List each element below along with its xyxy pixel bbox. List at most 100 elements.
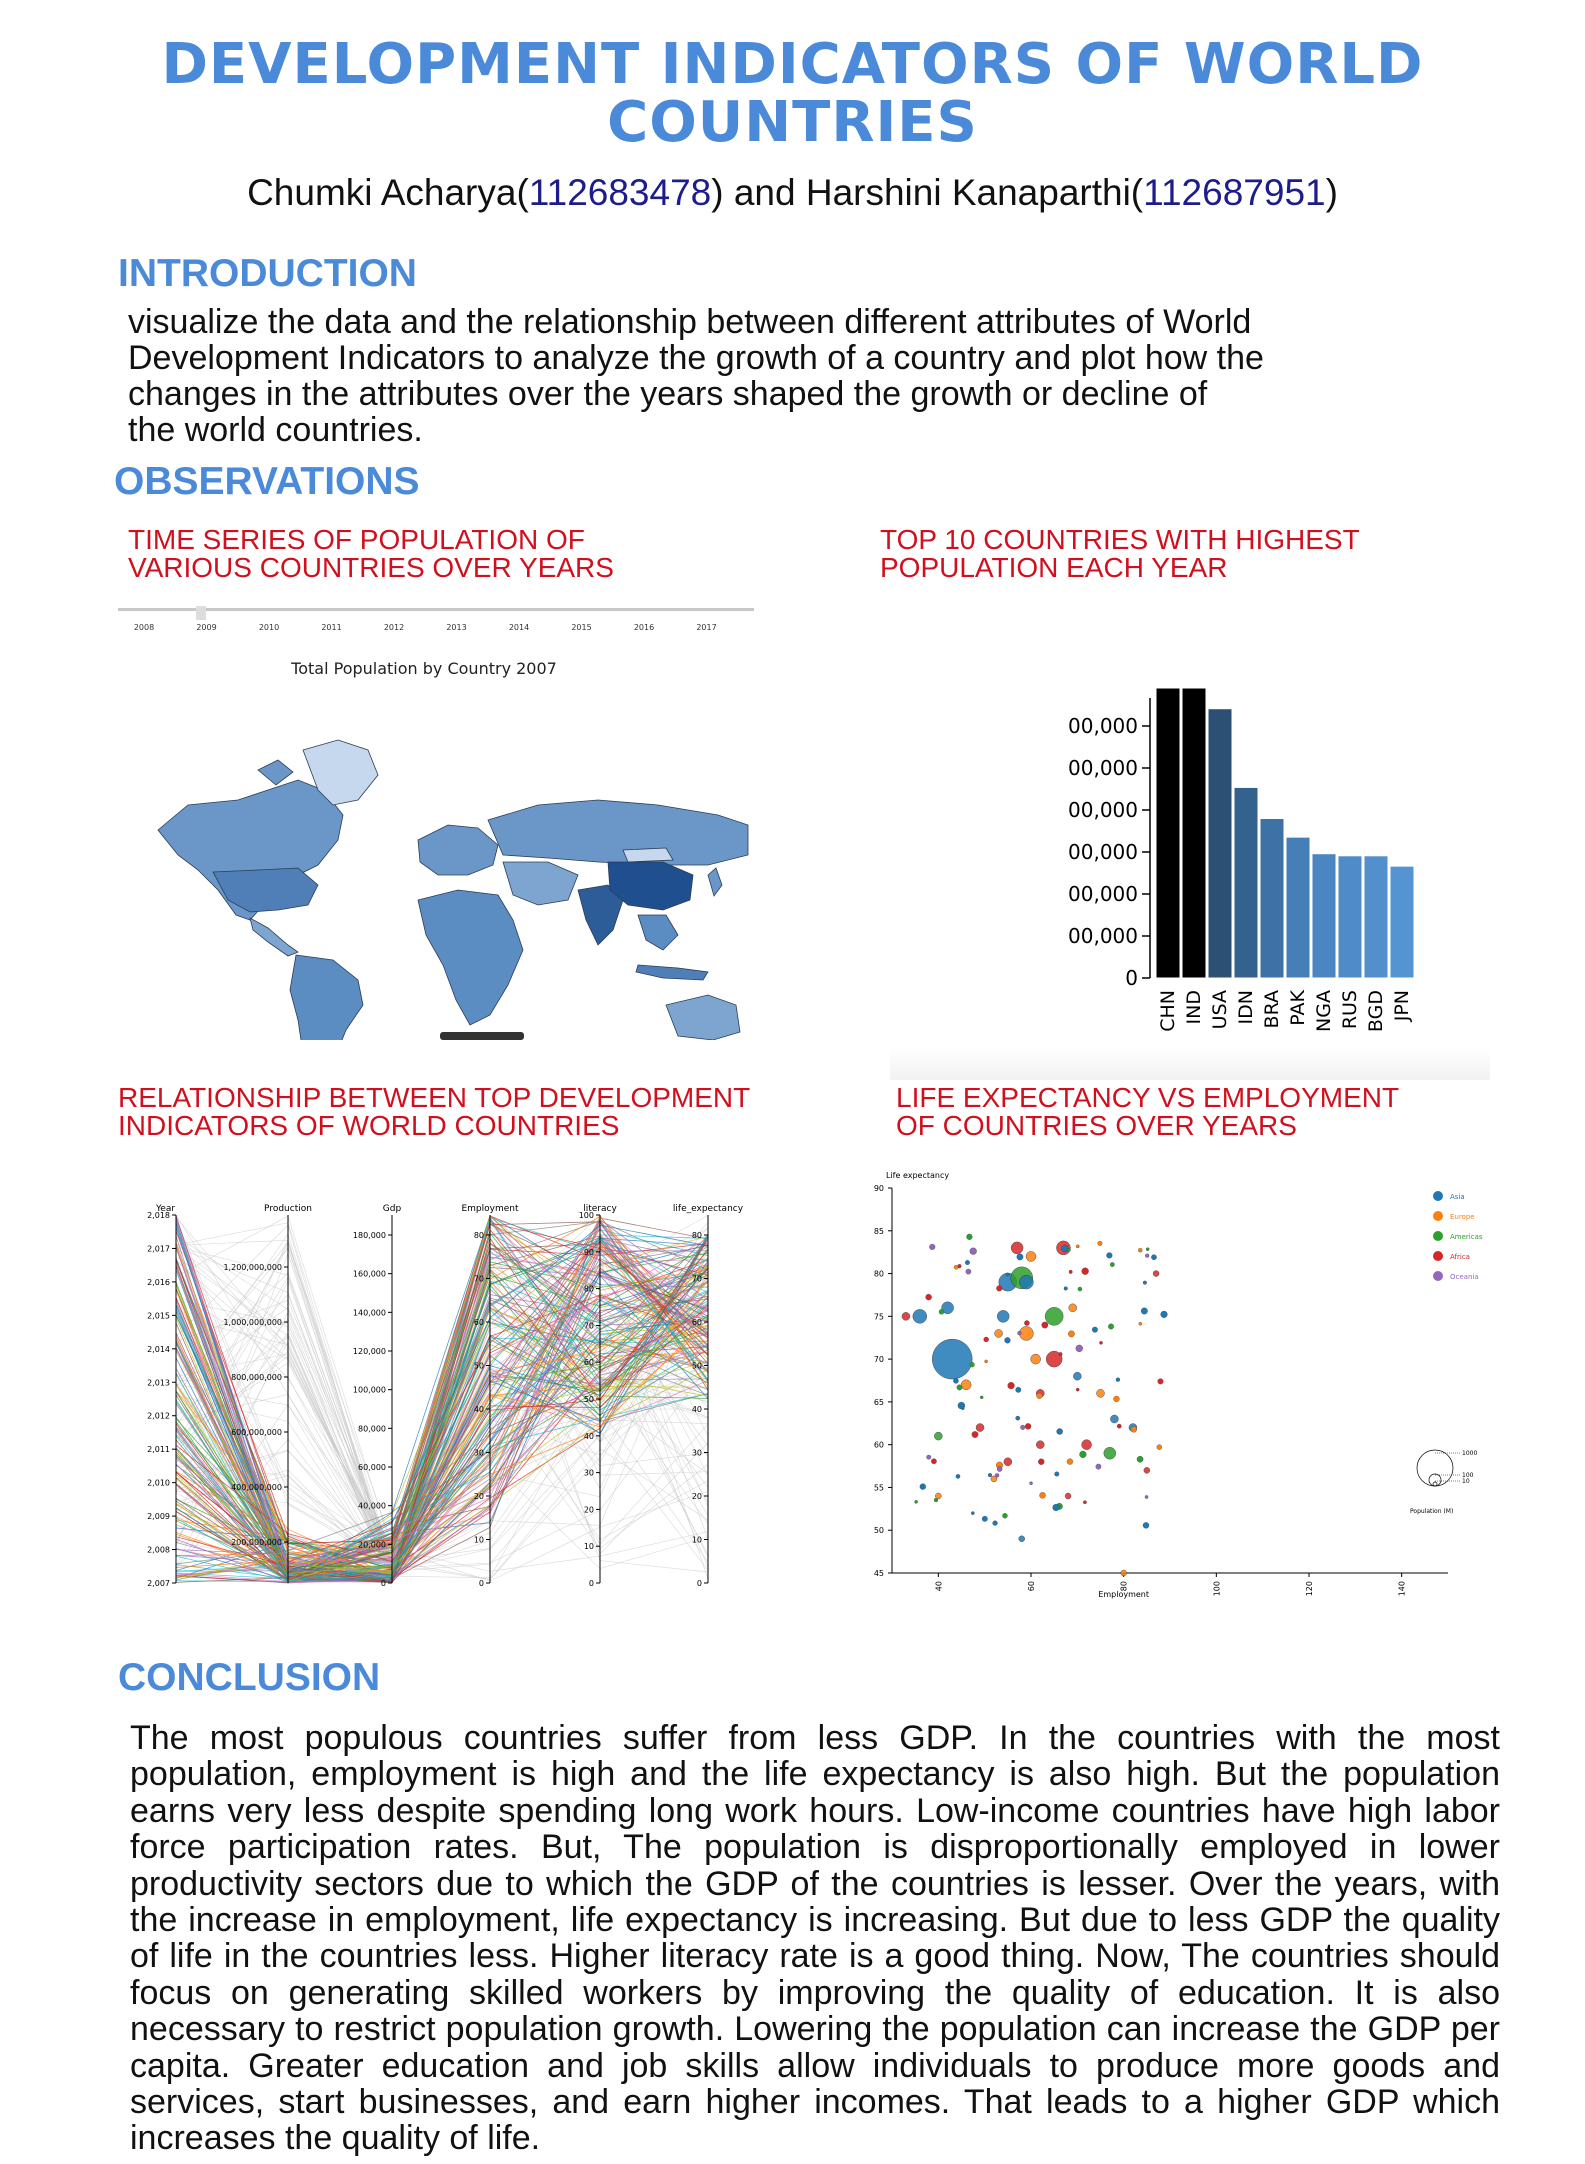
pc-country-line xyxy=(175,1237,709,1583)
scatter-point xyxy=(914,1500,918,1504)
map-southeast-asia[interactable] xyxy=(637,914,679,951)
authors: Chumki Acharya(112683478) and Harshini K… xyxy=(0,172,1585,214)
map-usa[interactable] xyxy=(212,867,319,913)
scatter-point xyxy=(933,1497,939,1503)
author-end: ) xyxy=(1325,172,1338,213)
scatter-point xyxy=(1138,1248,1143,1253)
bar-y-tick-label: 0 xyxy=(1125,966,1138,990)
map-india[interactable] xyxy=(577,884,624,946)
map-australia[interactable] xyxy=(665,994,741,1041)
scatter-y-tick-label: 60 xyxy=(874,1441,884,1450)
pc-country-line xyxy=(175,1223,709,1580)
map-north-america[interactable] xyxy=(157,779,344,921)
scatter-point xyxy=(996,1466,1003,1472)
scatter-point xyxy=(1024,1423,1032,1430)
pc-axis-label: literacy xyxy=(583,1204,617,1214)
bar-bgd xyxy=(1363,855,1389,979)
map-russia[interactable] xyxy=(487,799,749,866)
scatter-point xyxy=(960,1379,972,1391)
pc-background-line xyxy=(175,1215,709,1582)
intro-line: changes in the attributes over the years… xyxy=(128,375,1208,413)
map-japan[interactable] xyxy=(707,867,723,897)
introduction-heading: INTRODUCTION xyxy=(118,252,417,295)
scatter-point xyxy=(1004,1337,1011,1344)
scatter-point xyxy=(983,1336,989,1343)
scatter-point xyxy=(957,1401,966,1410)
scatter-point xyxy=(1103,1446,1117,1460)
year-tick-label: 2015 xyxy=(571,623,591,632)
caption-line: LIFE EXPECTANCY VS EMPLOYMENT xyxy=(896,1082,1400,1113)
map-china[interactable] xyxy=(607,861,694,911)
figure-3-caption: RELATIONSHIP BETWEEN TOP DEVELOPMENT IND… xyxy=(118,1084,750,1140)
scatter-point xyxy=(996,1285,1003,1292)
map-middle-east[interactable] xyxy=(502,861,579,906)
pc-country-line xyxy=(175,1215,709,1576)
pc-tick-label: 1,000,000,000 xyxy=(223,1318,282,1327)
map-canada-islands[interactable] xyxy=(257,759,294,786)
scatter-point xyxy=(969,1362,975,1368)
scatter-point xyxy=(1054,1471,1060,1477)
map-africa[interactable] xyxy=(417,889,524,1026)
scatter-y-tick-label: 75 xyxy=(874,1312,884,1321)
scatter-point xyxy=(925,1293,932,1301)
scatter-point xyxy=(1099,1341,1103,1345)
scatter-point xyxy=(1079,1450,1087,1458)
poster-title: DEVELOPMENT INDICATORS OF WORLD COUNTRIE… xyxy=(0,36,1585,152)
pc-axis-label: Gdp xyxy=(383,1204,402,1214)
map-south-america[interactable] xyxy=(289,954,364,1101)
scatter-point xyxy=(1005,1272,1010,1277)
scatter-point xyxy=(1015,1415,1021,1421)
observations-heading: OBSERVATIONS xyxy=(114,460,420,503)
pc-tick-label: 0 xyxy=(589,1579,594,1588)
bar-x-tick-label: BRA xyxy=(1261,990,1283,1028)
scatter-point xyxy=(1018,1535,1025,1543)
pc-tick-label: 180,000 xyxy=(353,1231,386,1240)
map-europe[interactable] xyxy=(417,824,499,876)
scatter-legend-swatch xyxy=(1433,1231,1443,1241)
map-central-america[interactable] xyxy=(249,917,299,957)
pc-tick-label: 2,011 xyxy=(147,1445,170,1454)
pc-country-line xyxy=(175,1248,709,1563)
scatter-point xyxy=(941,1301,954,1315)
bar-bra xyxy=(1259,818,1285,979)
map-greenland[interactable] xyxy=(302,739,379,806)
scatter-point xyxy=(990,1475,998,1483)
pc-tick-label: 20 xyxy=(474,1492,484,1501)
map-mongolia[interactable] xyxy=(622,847,674,863)
figure-1-caption: TIME SERIES OF POPULATION OF VARIOUS COU… xyxy=(128,526,614,582)
intro-line: Development Indicators to analyze the gr… xyxy=(128,339,1264,377)
pc-tick-label: 80,000 xyxy=(358,1424,386,1433)
intro-line: the world countries. xyxy=(128,411,423,449)
scatter-point xyxy=(1016,1253,1024,1261)
parallel-coordinates-figure: Year 2,018 2,017 2,016 2,015 2,014 2,013 2,012 2… xyxy=(140,1195,760,1605)
caption-line: TIME SERIES OF POPULATION OF xyxy=(128,524,585,555)
scatter-point xyxy=(1075,1387,1080,1392)
author-2-id: 112687951 xyxy=(1143,172,1326,213)
scatter-point xyxy=(1145,1253,1150,1258)
year-slider-handle[interactable] xyxy=(196,606,206,620)
bar-y-tick-label: 00,000 xyxy=(1068,756,1138,780)
scatter-point xyxy=(1096,1389,1105,1398)
year-tick-label: 2017 xyxy=(696,623,716,632)
life-expectancy-scatter: Life expectancy Employment 45 50 55 60 65 70 75 8… xyxy=(874,1171,1483,1599)
bar-x-tick-label: RUS xyxy=(1339,990,1361,1029)
figure-2-caption: TOP 10 COUNTRIES WITH HIGHEST POPULATION… xyxy=(880,526,1360,582)
scatter-x-tick-label: 80 xyxy=(1120,1581,1129,1591)
scatter-point xyxy=(1038,1458,1045,1465)
scatter-y-tick-label: 90 xyxy=(874,1184,884,1193)
year-tick-label: 2014 xyxy=(509,623,529,632)
pc-country-line xyxy=(175,1315,709,1568)
caption-line: RELATIONSHIP BETWEEN TOP DEVELOPMENT xyxy=(118,1082,751,1113)
size-legend-title: Population (M) xyxy=(1410,1508,1453,1515)
scatter-point xyxy=(1115,1377,1121,1382)
scatter-point xyxy=(1136,1455,1144,1463)
scatter-y-tick-label: 85 xyxy=(874,1227,884,1236)
year-slider-track[interactable] xyxy=(118,608,754,611)
pc-country-line xyxy=(175,1232,709,1575)
scatter-point xyxy=(935,1492,942,1500)
map-indonesia[interactable] xyxy=(635,964,709,981)
scatter-point xyxy=(1075,1244,1080,1249)
bar-x-tick-label: PAK xyxy=(1287,989,1309,1025)
pc-country-line xyxy=(175,1333,709,1570)
bar-x-tick-label: CHN xyxy=(1157,990,1179,1032)
